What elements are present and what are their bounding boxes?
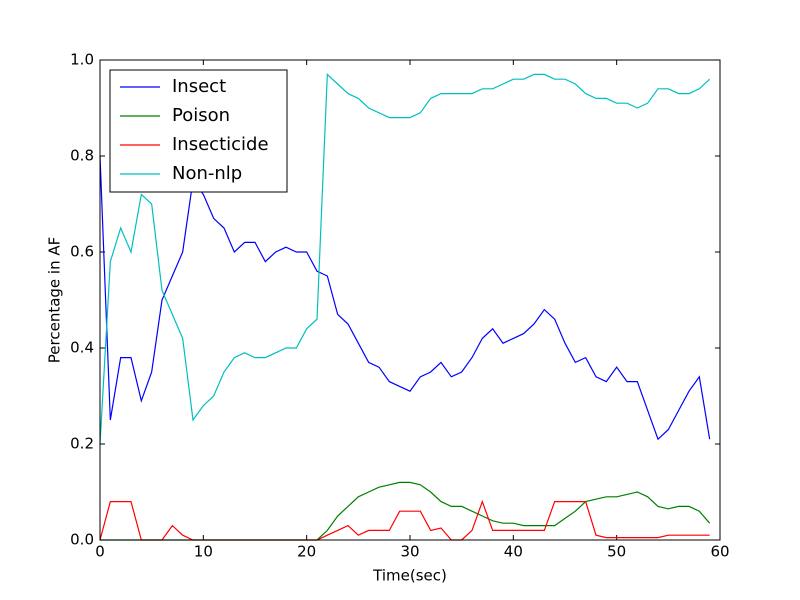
- legend-label: Poison: [172, 105, 230, 126]
- y-tick-label: 0.8: [70, 147, 94, 165]
- series-line: [99, 73, 711, 445]
- series-line: [99, 499, 710, 541]
- x-axis-label: Time(sec): [372, 567, 447, 585]
- y-tick-label: 0.0: [70, 531, 94, 549]
- legend-box: [109, 69, 288, 193]
- x-tick-label: 50: [607, 543, 626, 561]
- y-tick-label: 0.6: [70, 243, 94, 261]
- legend-label: Insect: [172, 76, 226, 97]
- plot-frame: [99, 59, 721, 541]
- x-tick-label: 60: [710, 543, 729, 561]
- series-line: [99, 155, 711, 441]
- y-tick-label: 0.2: [70, 435, 94, 453]
- x-tick-label: 30: [400, 543, 419, 561]
- x-tick-label: 40: [504, 543, 523, 561]
- x-tick-label: 10: [194, 543, 213, 561]
- y-tick-label: 1.0: [70, 51, 94, 69]
- y-axis-label: Percentage in AF: [46, 237, 64, 363]
- legend-label: Insecticide: [172, 134, 269, 155]
- y-tick-label: 0.4: [70, 339, 94, 357]
- x-tick-label: 0: [95, 543, 105, 561]
- x-tick-label: 20: [297, 543, 316, 561]
- legend-label: Non-nlp: [172, 163, 242, 184]
